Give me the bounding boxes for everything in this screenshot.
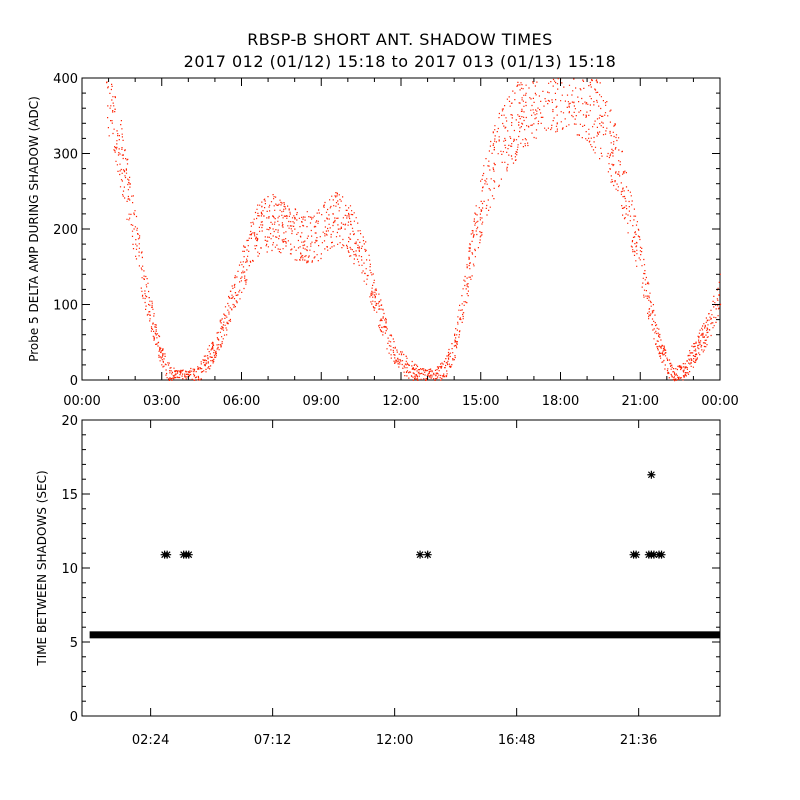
plot2-y-tick-label: 15 (61, 488, 78, 503)
plot2-outlier-point (423, 550, 432, 559)
plot1-x-tick-label: 18:00 (542, 394, 579, 409)
plot1-y-tick-label: 100 (53, 299, 78, 314)
plot2-high-outlier-point (647, 470, 656, 479)
plot1-y-tick-label: 300 (53, 148, 78, 163)
plot1-y-tick-label: 0 (70, 374, 78, 389)
plot1-x-tick-label: 09:00 (303, 394, 340, 409)
plot2-x-tick-label: 02:24 (132, 733, 169, 748)
plot2-outlier-point (184, 550, 193, 559)
chart-subtitle: 2017 012 (01/12) 15:18 to 2017 013 (01/1… (183, 52, 617, 71)
plot1-x-tick-label: 00:00 (701, 394, 738, 409)
plot1-y-tick-label: 400 (53, 72, 78, 87)
plot2-outlier-point (632, 550, 641, 559)
plot2-x-tick-label: 21:36 (620, 733, 657, 748)
plot1-y-axis-label: Probe 5 DELTA AMP DURING SHADOW (ADC) (27, 96, 41, 362)
plot1-x-tick-label: 21:00 (622, 394, 659, 409)
plot2-y-tick-label: 20 (61, 414, 78, 429)
plot2-y-axis-label: TIME BETWEEN SHADOWS (SEC) (35, 470, 49, 666)
plot2-outlier-point (649, 550, 658, 559)
plot1-x-tick-label: 15:00 (462, 394, 499, 409)
plot2-frame (81, 419, 721, 717)
plot1-x-tick-label: 00:00 (63, 394, 100, 409)
plot2-x-tick-label: 07:12 (254, 733, 291, 748)
plot1-x-tick-label: 12:00 (382, 394, 419, 409)
plot2-outlier-point (657, 550, 666, 559)
plot2-outlier-point (416, 550, 425, 559)
plot1-x-tick-label: 06:00 (223, 394, 260, 409)
plot2-y-tick-label: 0 (70, 710, 78, 725)
plot1-data-points (106, 78, 722, 382)
plot2-x-tick-label: 16:48 (498, 733, 535, 748)
plot2-y-tick-label: 10 (61, 562, 78, 577)
plot2-x-tick-label: 12:00 (376, 733, 413, 748)
plot1-frame (81, 77, 721, 381)
plot2-outlier-point (163, 550, 172, 559)
plot2-baseline-points (89, 631, 721, 639)
chart-title: RBSP-B SHORT ANT. SHADOW TIMES (247, 30, 553, 49)
plot1-x-tick-label: 03:00 (143, 394, 180, 409)
plot2-y-tick-label: 5 (70, 636, 78, 651)
plot1-y-tick-label: 200 (53, 223, 78, 238)
